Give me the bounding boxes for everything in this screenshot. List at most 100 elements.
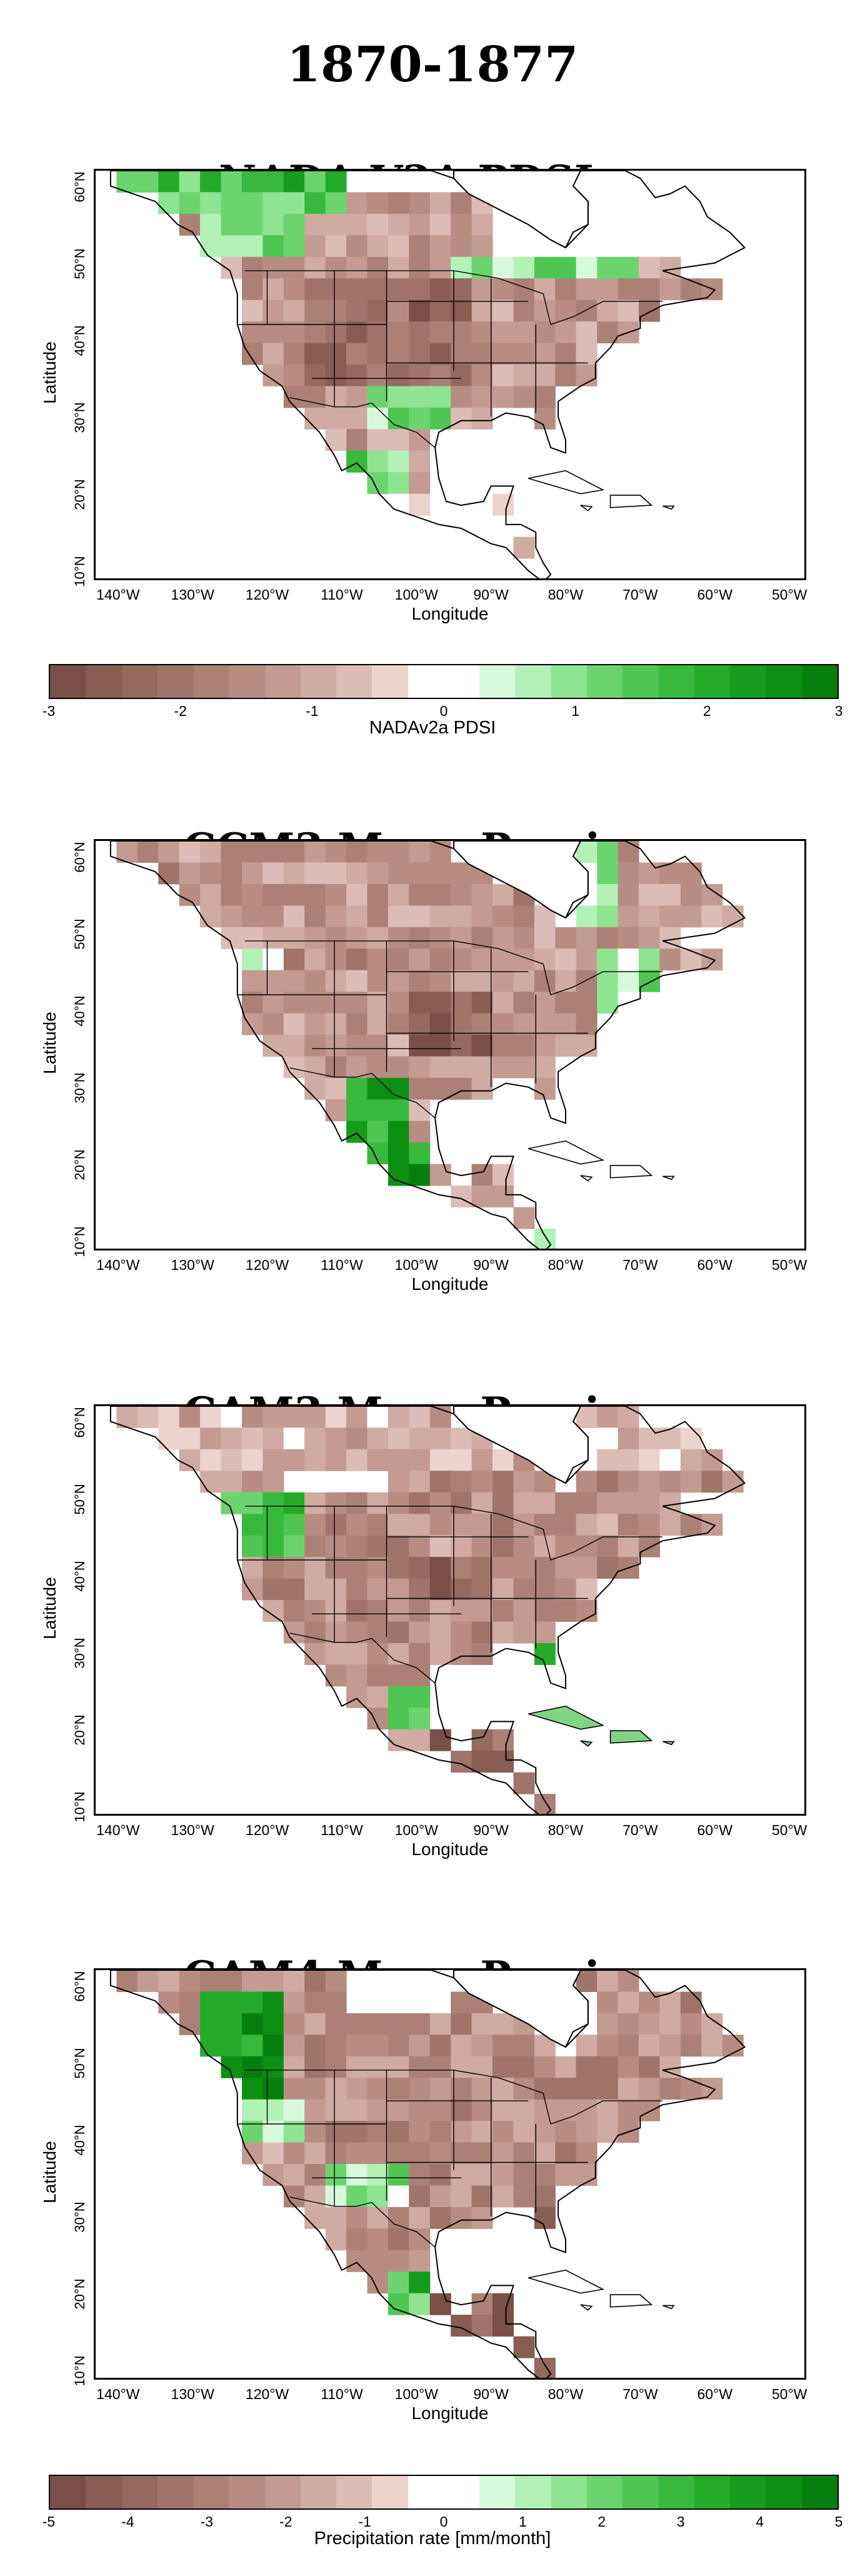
grid-cell	[492, 1600, 514, 1622]
colorbar-segment	[443, 2476, 480, 2508]
grid-cell	[597, 970, 619, 992]
grid-cell	[492, 1013, 514, 1035]
grid-cell	[576, 992, 598, 1014]
grid-cell	[367, 278, 389, 301]
grid-cell	[388, 2121, 409, 2143]
grid-cell	[409, 278, 431, 301]
grid-cell	[283, 1535, 305, 1557]
grid-cell	[429, 970, 451, 992]
cam3-xlabel: Longitude	[411, 1839, 489, 1859]
island	[528, 1140, 605, 1165]
grid-cell	[451, 515, 472, 538]
grid-cell	[346, 2206, 368, 2229]
grid-cell	[367, 905, 389, 928]
grid-cell	[597, 256, 619, 279]
grid-cell	[576, 970, 598, 992]
grid-cell	[346, 1056, 368, 1079]
nada-ylabel: Latitude	[40, 341, 59, 404]
grid-cell	[221, 1471, 242, 1493]
grid-cell	[534, 1557, 556, 1579]
grid-cell	[179, 1970, 201, 1992]
grid-cell	[576, 1970, 598, 1992]
grid-cell	[409, 1013, 431, 1035]
grid-cell	[534, 299, 556, 322]
grid-cell	[471, 1449, 493, 1471]
grid-cell	[451, 2206, 472, 2229]
grid-cell	[242, 1471, 263, 1493]
grid-cell	[388, 1449, 409, 1471]
lon-tick-label: 50°W	[771, 2386, 808, 2402]
grid-cell	[325, 1970, 347, 1992]
grid-cell	[451, 2099, 472, 2121]
grid-cell	[471, 2035, 493, 2057]
colorbar-segment	[372, 2476, 408, 2508]
lon-tick-label: 120°W	[245, 586, 289, 603]
grid-cell	[659, 2035, 681, 2057]
grid-cell	[388, 992, 409, 1014]
grid-cell	[346, 386, 368, 408]
grid-cell	[283, 948, 305, 971]
lat-tick-label: 60°N	[72, 842, 88, 873]
grid-cell	[388, 1035, 409, 1057]
grid-cell	[492, 883, 514, 906]
grid-cell	[388, 905, 409, 928]
grid-cell	[304, 171, 326, 193]
grid-cell	[555, 970, 577, 992]
grid-cell	[534, 407, 556, 430]
grid-cell	[639, 1492, 660, 1514]
grid-cell	[304, 2013, 326, 2035]
grid-cell	[451, 1621, 472, 1644]
grid-cell	[367, 2206, 389, 2229]
grid-cell	[221, 1406, 242, 1428]
grid-cell	[346, 1686, 368, 1708]
colorbar-segment	[622, 2476, 659, 2508]
colorbar-segment	[50, 2476, 86, 2508]
grid-cell	[304, 343, 326, 365]
grid-cell	[429, 1600, 451, 1622]
grid-cell	[451, 2013, 472, 2035]
cam4-coastline	[109, 1970, 746, 2378]
grid-cell	[388, 493, 409, 516]
grid-cell	[534, 2142, 556, 2165]
grid-cell	[242, 1013, 263, 1035]
grid-cell	[179, 1991, 201, 2014]
grid-cell	[471, 2099, 493, 2121]
colorbar-segment	[336, 2476, 372, 2508]
grid-cell	[346, 407, 368, 430]
grid-cell	[367, 365, 389, 386]
grid-cell	[534, 365, 556, 386]
island	[662, 1175, 675, 1180]
colorbar-segment	[801, 665, 838, 698]
lon-tick-label: 70°W	[622, 2386, 658, 2402]
grid-cell	[409, 2013, 431, 2035]
grid-cell	[429, 2099, 451, 2121]
grid-cell	[471, 1471, 493, 1493]
grid-cell	[242, 927, 263, 949]
grid-cell	[429, 192, 451, 214]
grid-cell	[262, 2035, 284, 2057]
grid-cell	[200, 1970, 222, 1992]
grid-cell	[576, 2035, 598, 2057]
grid-cell	[325, 213, 347, 236]
grid-cell	[597, 2121, 619, 2143]
grid-cell	[429, 1035, 451, 1057]
grid-cell	[492, 1557, 514, 1579]
grid-cell	[283, 321, 305, 344]
grid-cell	[346, 905, 368, 928]
grid-cell	[597, 1514, 619, 1536]
grid-cell	[367, 1406, 389, 1428]
grid-cell	[304, 1600, 326, 1622]
grid-cell	[283, 1035, 305, 1057]
grid-cell	[659, 883, 681, 906]
grid-cell	[409, 841, 431, 863]
grid-cell	[283, 2035, 305, 2057]
grid-cell	[262, 171, 284, 193]
grid-cell	[262, 1970, 284, 1992]
colorbar-segment	[50, 665, 86, 698]
grid-cell	[304, 1449, 326, 1471]
grid-cell	[388, 429, 409, 451]
grid-cell	[471, 2293, 493, 2315]
grid-cell	[451, 1557, 472, 1579]
grid-cell	[534, 1621, 556, 1644]
colorbar-segment	[622, 665, 659, 698]
